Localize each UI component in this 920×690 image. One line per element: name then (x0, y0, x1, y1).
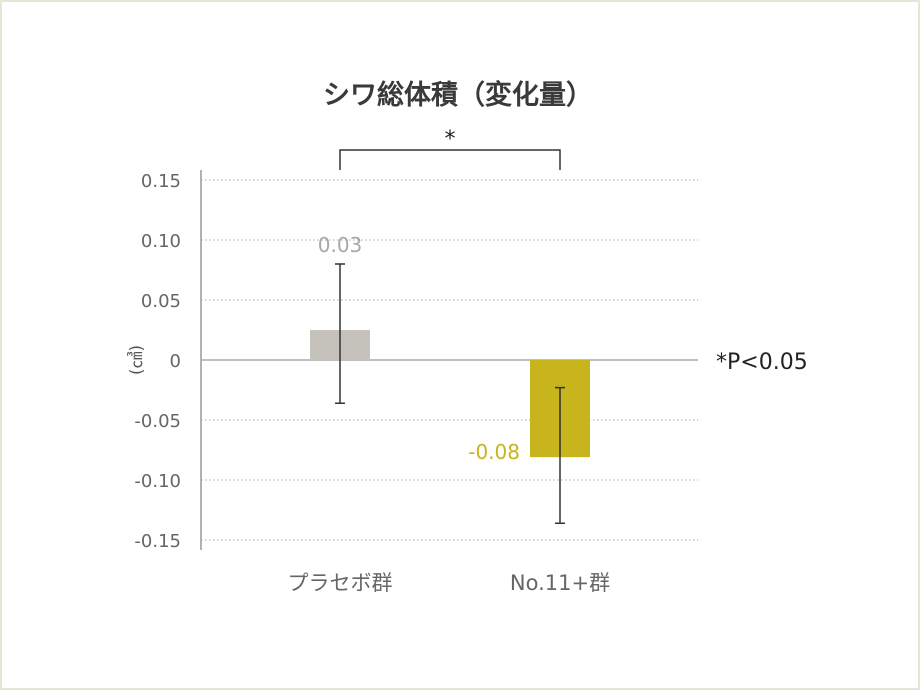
error-bar (555, 386, 565, 524)
y-tick-label: 0.05 (141, 291, 181, 312)
bars (310, 330, 590, 458)
chart-title: シワ総体積（変化量） (323, 79, 593, 111)
y-tick-label: 0.10 (141, 231, 181, 252)
category-label: No.11+群 (510, 571, 610, 595)
y-tick-label: -0.15 (134, 531, 181, 552)
p-value-note: *P<0.05 (716, 350, 808, 375)
significance-bracket (339, 149, 561, 170)
category-label: プラセボ群 (288, 571, 393, 595)
y-tick-label: -0.10 (134, 471, 181, 492)
data-label: 0.03 (318, 233, 363, 257)
error-bars (335, 263, 565, 524)
category-labels: プラセボ群 No.11+群 (288, 571, 611, 595)
y-axis-label: (㎤) (127, 345, 147, 375)
error-bar (335, 263, 345, 404)
y-tick-label: 0 (170, 351, 181, 372)
data-labels: 0.03 -0.08 (318, 233, 520, 464)
y-tick-labels: 0.15 0.10 0.05 0 -0.05 -0.10 -0.15 (134, 171, 181, 552)
data-label: -0.08 (468, 440, 520, 464)
grid-lines (201, 179, 698, 541)
y-tick-label: -0.05 (134, 411, 181, 432)
significance-marker: * (445, 127, 456, 152)
y-tick-label: 0.15 (141, 171, 181, 192)
